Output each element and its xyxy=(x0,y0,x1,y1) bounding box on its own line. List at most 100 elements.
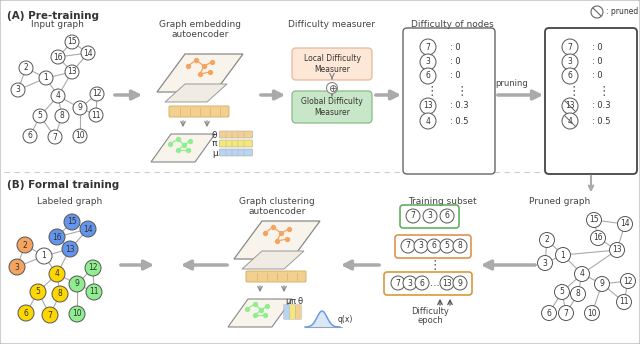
Circle shape xyxy=(81,46,95,60)
Circle shape xyxy=(403,276,417,290)
Circle shape xyxy=(440,209,454,223)
Text: 1: 1 xyxy=(42,251,46,260)
Circle shape xyxy=(69,306,85,322)
Circle shape xyxy=(575,267,589,281)
Text: 9: 9 xyxy=(75,279,79,289)
Polygon shape xyxy=(228,299,292,327)
Text: 3: 3 xyxy=(15,262,19,271)
Circle shape xyxy=(65,65,79,79)
Text: 11: 11 xyxy=(89,288,99,297)
Text: 9: 9 xyxy=(77,104,83,112)
Circle shape xyxy=(440,239,454,253)
Text: μ: μ xyxy=(285,298,291,307)
Text: 12: 12 xyxy=(623,277,633,286)
Text: 7: 7 xyxy=(396,279,401,288)
FancyBboxPatch shape xyxy=(246,271,306,282)
Circle shape xyxy=(51,50,65,64)
Text: : 0: : 0 xyxy=(450,72,461,80)
Text: : 0.5: : 0.5 xyxy=(450,117,468,126)
Text: 11: 11 xyxy=(620,298,628,307)
Text: 5: 5 xyxy=(36,288,40,297)
Text: Training subset: Training subset xyxy=(408,197,476,206)
Circle shape xyxy=(554,284,570,300)
Text: 8: 8 xyxy=(458,241,462,250)
Text: 5: 5 xyxy=(445,241,449,250)
Text: epoch: epoch xyxy=(417,316,443,325)
Text: 3: 3 xyxy=(408,279,412,288)
Text: θ: θ xyxy=(212,130,218,140)
Text: 16: 16 xyxy=(53,53,63,62)
Text: Labeled graph: Labeled graph xyxy=(37,197,102,206)
FancyBboxPatch shape xyxy=(403,28,495,174)
Text: 8: 8 xyxy=(58,290,62,299)
Circle shape xyxy=(586,213,602,227)
Circle shape xyxy=(401,239,415,253)
Text: 2: 2 xyxy=(545,236,549,245)
Text: 3: 3 xyxy=(419,241,424,250)
Text: ⋮: ⋮ xyxy=(429,258,441,271)
Text: 3: 3 xyxy=(428,212,433,221)
Text: Difficulty of nodes: Difficulty of nodes xyxy=(411,20,493,29)
Circle shape xyxy=(62,241,78,257)
Circle shape xyxy=(453,276,467,290)
Circle shape xyxy=(42,307,58,323)
Text: 10: 10 xyxy=(72,310,82,319)
Text: : 0.3: : 0.3 xyxy=(592,101,611,110)
Text: 9: 9 xyxy=(458,279,463,288)
Circle shape xyxy=(420,39,436,55)
Text: (B) Formal training: (B) Formal training xyxy=(7,180,119,190)
Text: 4: 4 xyxy=(56,92,60,100)
Circle shape xyxy=(80,221,96,237)
Text: 12: 12 xyxy=(92,89,102,98)
Circle shape xyxy=(584,305,600,321)
Text: ⋮: ⋮ xyxy=(568,85,580,97)
Text: 13: 13 xyxy=(565,101,575,110)
Text: 16: 16 xyxy=(593,234,603,243)
Text: : 0: : 0 xyxy=(592,43,603,52)
Text: 6: 6 xyxy=(28,131,33,140)
Text: 5: 5 xyxy=(559,288,564,297)
Text: : 0: : 0 xyxy=(592,72,603,80)
Text: 15: 15 xyxy=(67,37,77,46)
Circle shape xyxy=(559,305,573,321)
Text: Difficulty: Difficulty xyxy=(411,307,449,316)
Text: 6: 6 xyxy=(445,212,449,221)
Text: 1: 1 xyxy=(44,74,49,83)
Circle shape xyxy=(11,83,25,97)
Text: q(x): q(x) xyxy=(338,315,353,324)
Circle shape xyxy=(49,266,65,282)
FancyBboxPatch shape xyxy=(284,305,289,319)
Text: 13: 13 xyxy=(612,246,622,255)
FancyBboxPatch shape xyxy=(220,140,253,147)
Text: Local Difficulty
Measurer: Local Difficulty Measurer xyxy=(303,54,360,74)
Circle shape xyxy=(570,287,586,301)
Text: 3: 3 xyxy=(543,258,547,268)
FancyBboxPatch shape xyxy=(220,131,253,138)
Text: 8: 8 xyxy=(575,290,580,299)
Text: 5: 5 xyxy=(38,111,42,120)
Circle shape xyxy=(591,230,605,246)
Circle shape xyxy=(595,277,609,291)
Text: : 0.5: : 0.5 xyxy=(592,117,611,126)
Circle shape xyxy=(326,83,337,94)
Text: 3: 3 xyxy=(568,57,572,66)
Circle shape xyxy=(18,305,34,321)
Text: 4: 4 xyxy=(426,117,431,126)
Text: Global Difficulty
Measurer: Global Difficulty Measurer xyxy=(301,97,363,117)
Text: 7: 7 xyxy=(568,43,572,52)
Text: 12: 12 xyxy=(88,264,98,272)
Circle shape xyxy=(541,305,557,321)
Text: ⋮: ⋮ xyxy=(426,85,438,97)
Text: 2: 2 xyxy=(24,64,28,73)
Circle shape xyxy=(36,248,52,264)
Circle shape xyxy=(414,239,428,253)
Circle shape xyxy=(69,276,85,292)
Text: 16: 16 xyxy=(52,233,62,241)
Polygon shape xyxy=(234,221,320,259)
Text: : 0: : 0 xyxy=(450,57,461,66)
Text: Difficulty measurer: Difficulty measurer xyxy=(289,20,376,29)
Circle shape xyxy=(49,229,65,245)
Text: 6: 6 xyxy=(568,72,572,80)
Circle shape xyxy=(423,209,437,223)
Polygon shape xyxy=(157,54,243,92)
